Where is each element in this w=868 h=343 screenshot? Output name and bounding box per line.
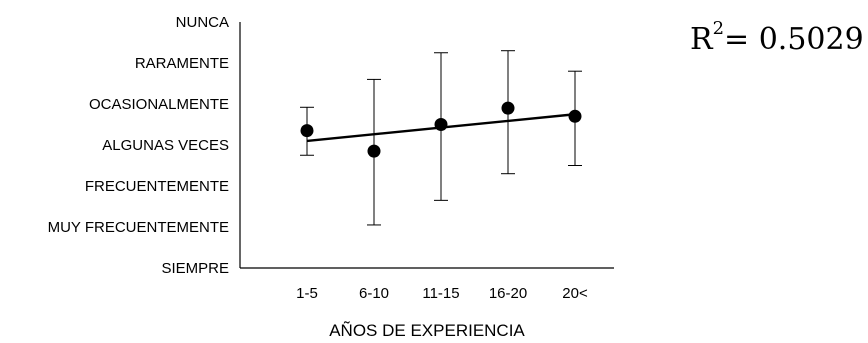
r-squared-letter: R [690,22,714,57]
data-point [501,101,515,115]
x-tick-label: 16-20 [489,285,527,302]
r-squared-exponent: 2 [713,18,724,39]
y-tick-label: ALGUNAS VECES [102,137,229,154]
x-tick-label: 20< [562,285,588,302]
data-point [300,124,314,138]
y-tick-label: NUNCA [176,14,229,31]
y-tick-label: RARAMENTE [135,55,229,72]
y-tick-label: MUY FRECUENTEMENTE [48,219,229,236]
r-squared-value: = 0.5029 [724,22,864,57]
data-point [434,118,448,131]
x-tick-label: 6-10 [359,285,389,302]
x-tick-labels: 1-5 6-10 11-15 16-20 20< [296,285,588,302]
y-tick-label: SIEMPRE [161,260,229,277]
x-axis-label: AÑOS DE EXPERIENCIA [329,321,525,340]
y-tick-labels: SIEMPRE MUY FRECUENTEMENTE FRECUENTEMENTE A… [48,14,229,277]
r-squared-annotation: R2= 0.5029 [690,18,864,57]
data-point [367,144,381,158]
x-tick-label: 11-15 [422,285,459,302]
y-tick-label: FRECUENTEMENTE [85,178,229,195]
y-tick-label: OCASIONALMENTE [89,96,229,113]
x-tick-label: 1-5 [296,285,318,302]
data-points [300,101,582,158]
data-point [568,109,582,123]
